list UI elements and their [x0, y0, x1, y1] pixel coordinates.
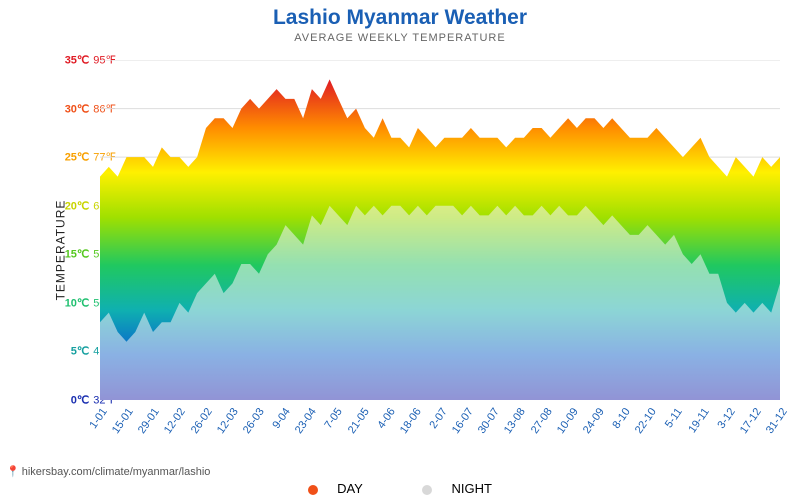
attribution: 📍hikersbay.com/climate/myanmar/lashio: [6, 465, 210, 478]
x-tick: 26-03: [241, 406, 267, 436]
x-tick: 29-01: [136, 406, 162, 436]
x-tick: 26-02: [188, 406, 214, 436]
x-tick: 22-10: [633, 406, 659, 436]
legend-day: DAY: [294, 481, 377, 496]
x-tick: 16-07: [450, 406, 476, 436]
x-tick: 18-06: [398, 406, 424, 436]
x-tick: 10-09: [555, 406, 581, 436]
x-tick: 17-12: [738, 406, 764, 436]
x-tick: 3-12: [715, 406, 737, 431]
weather-chart: Lashio Myanmar Weather AVERAGE WEEKLY TE…: [0, 0, 800, 500]
x-tick: 4-06: [375, 406, 397, 431]
x-tick: 5-11: [663, 406, 685, 430]
x-tick: 12-02: [162, 406, 188, 436]
x-tick: 27-08: [528, 406, 554, 436]
chart-subtitle: AVERAGE WEEKLY TEMPERATURE: [0, 32, 800, 44]
x-tick: 19-11: [686, 406, 712, 435]
x-tick: 23-04: [293, 406, 319, 436]
x-tick: 31-12: [764, 406, 790, 436]
legend: DAY NIGHT: [0, 481, 800, 496]
x-tick: 21-05: [345, 406, 371, 436]
x-tick: 1-01: [87, 406, 109, 431]
pin-icon: 📍: [6, 466, 20, 478]
plot-area: [100, 60, 780, 400]
legend-night: NIGHT: [408, 481, 505, 496]
x-tick: 24-09: [581, 406, 607, 436]
x-tick: 30-07: [476, 406, 502, 436]
x-tick: 15-01: [110, 406, 136, 436]
x-tick: 13-08: [502, 406, 528, 436]
x-tick: 9-04: [270, 406, 292, 431]
x-tick: 12-03: [215, 406, 241, 436]
x-tick: 2-07: [427, 406, 449, 431]
chart-title: Lashio Myanmar Weather: [0, 6, 800, 30]
x-tick: 7-05: [323, 406, 345, 431]
x-tick: 8-10: [610, 406, 632, 431]
